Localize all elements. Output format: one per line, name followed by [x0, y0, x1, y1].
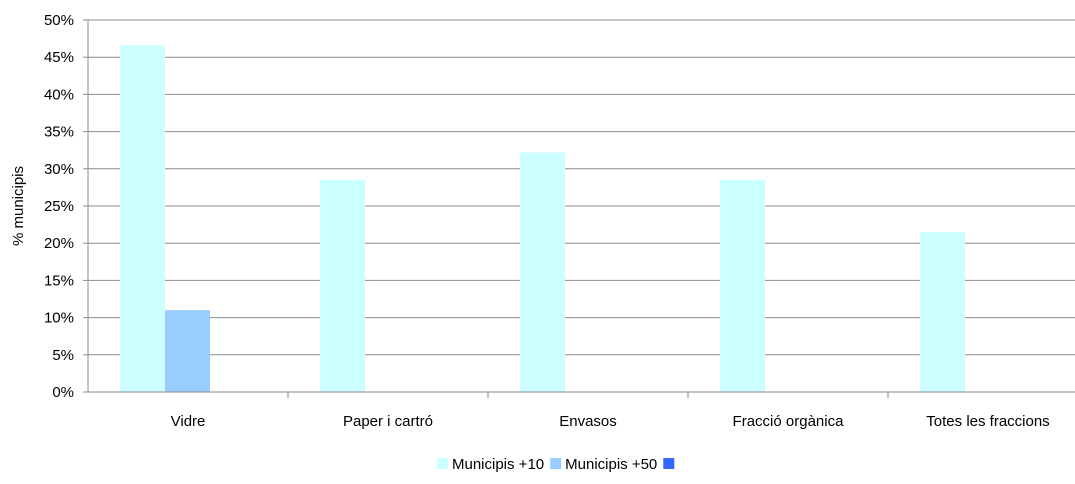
bar	[320, 179, 365, 392]
x-tick-label: Fracció orgànica	[733, 413, 845, 430]
bar	[165, 310, 210, 392]
x-tick-label: Paper i cartró	[343, 413, 433, 430]
bars	[120, 45, 965, 393]
legend-label: Municipis +50	[565, 456, 657, 473]
legend-swatch	[663, 458, 675, 469]
gridlines	[88, 19, 1075, 356]
labels: 0% 5% 10% 15% 20% 25% 30% 35% 40% 45% 50% % municip…	[10, 12, 1050, 430]
bar	[120, 45, 165, 393]
y-tick-label: 0%	[52, 384, 74, 401]
y-tick-label: 5%	[52, 347, 74, 364]
x-tick-label: Envasos	[559, 413, 617, 430]
y-tick-label: 40%	[44, 86, 74, 103]
legend-swatch	[437, 458, 448, 469]
bar	[920, 232, 965, 392]
y-tick-label: 35%	[44, 124, 74, 141]
x-tick-label: Vidre	[171, 413, 206, 430]
legend: Municipis +10 Municipis +50	[437, 456, 675, 473]
y-tick-label: 20%	[44, 235, 74, 252]
y-tick-label: 25%	[44, 198, 74, 215]
y-tick-label: 15%	[44, 272, 74, 289]
legend-label: Municipis +10	[452, 456, 544, 473]
y-axis-label: % municipis	[10, 166, 27, 246]
y-tick-label: 10%	[44, 310, 74, 327]
bar	[520, 152, 565, 392]
bar	[720, 179, 765, 392]
y-tick-label: 30%	[44, 161, 74, 178]
legend-swatch	[550, 458, 562, 469]
axes	[83, 19, 1075, 398]
y-tick-label: 50%	[44, 12, 74, 29]
x-tick-label: Totes les fraccions	[926, 413, 1049, 430]
y-tick-label: 45%	[44, 49, 74, 66]
